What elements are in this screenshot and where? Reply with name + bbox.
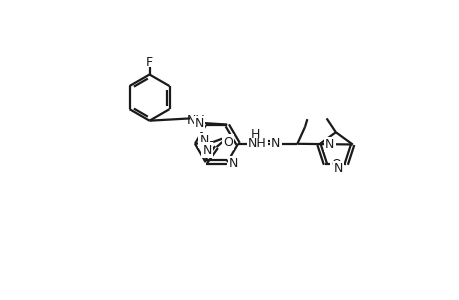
Text: NH: NH: [247, 137, 266, 150]
Text: N: N: [194, 117, 204, 130]
Text: N: N: [199, 134, 208, 147]
Text: O: O: [223, 136, 233, 148]
Text: N: N: [325, 138, 334, 151]
Text: N: N: [202, 144, 212, 157]
Text: F: F: [146, 56, 153, 69]
Text: N: N: [228, 157, 238, 170]
Text: N: N: [333, 162, 342, 176]
Text: O: O: [331, 158, 341, 171]
Text: H: H: [250, 128, 259, 141]
Text: NH: NH: [186, 114, 205, 127]
Text: N: N: [270, 137, 280, 150]
